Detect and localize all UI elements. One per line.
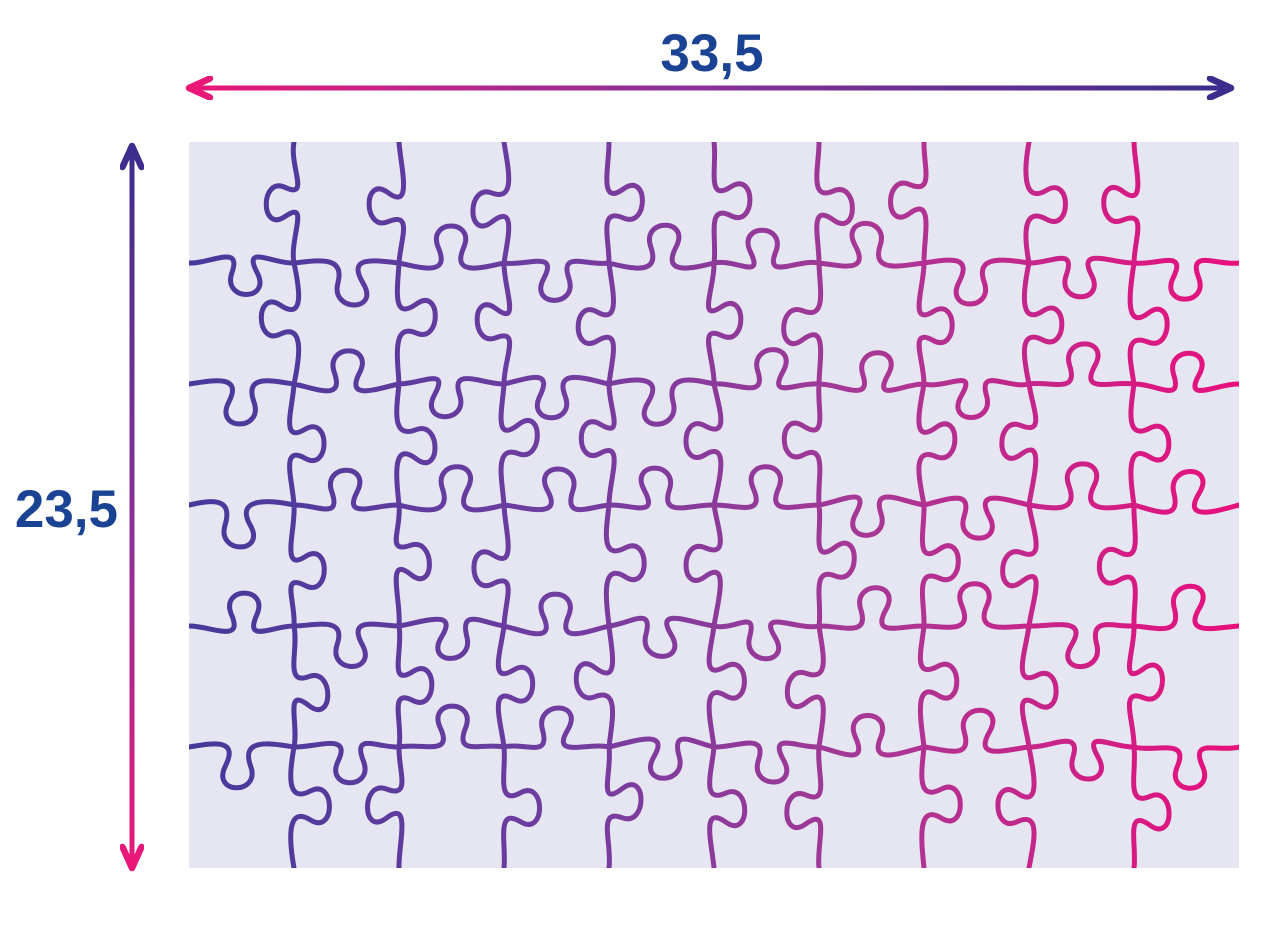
height-arrow-heads-icon [120, 142, 144, 872]
puzzle-pieces-outline [189, 142, 1239, 868]
width-arrow-heads-icon [185, 76, 1235, 100]
height-dimension-arrow [120, 142, 144, 872]
width-dimension-arrow [185, 76, 1235, 100]
width-dimension-label: 33,5 [660, 24, 764, 83]
puzzle-board [189, 142, 1239, 868]
height-dimension-label: 23,5 [14, 480, 118, 539]
